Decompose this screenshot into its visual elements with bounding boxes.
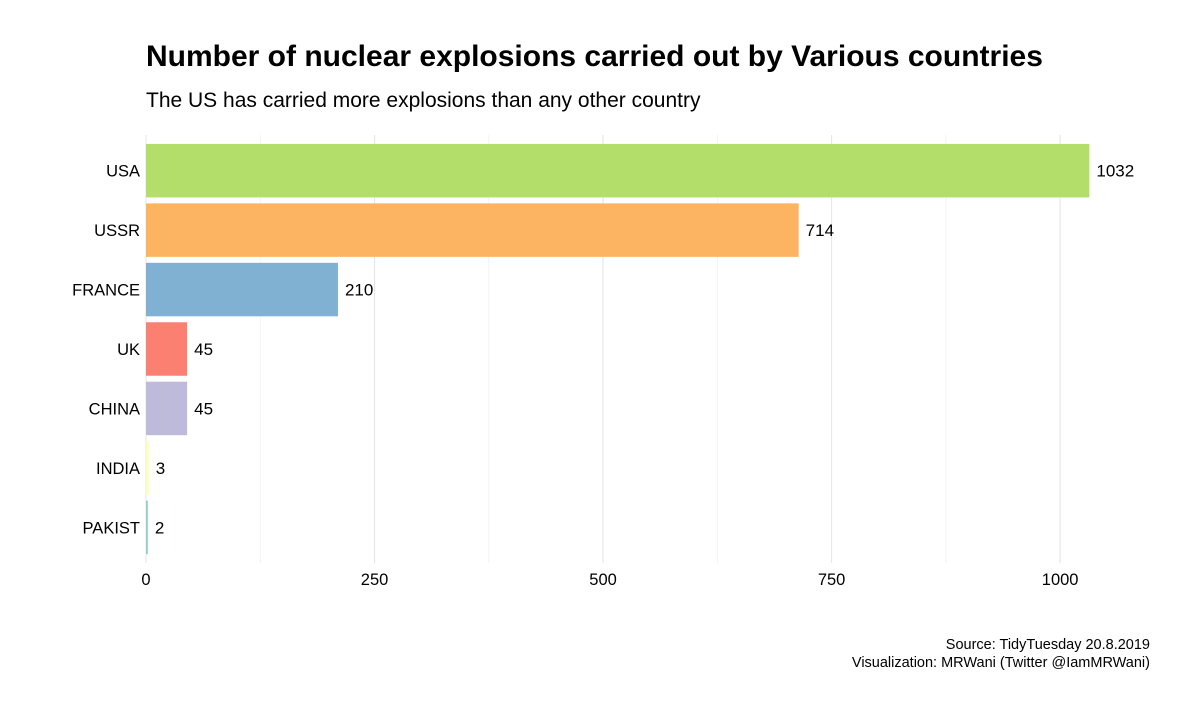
- caption-visualization: Visualization: MRWani (Twitter @IamMRWan…: [851, 655, 1150, 671]
- data-label-ussr: 714: [806, 221, 834, 240]
- data-label-pakist: 2: [155, 518, 164, 537]
- bar-pakist: [146, 500, 148, 555]
- x-tick-label: 0: [141, 571, 150, 589]
- x-tick-label: 1000: [1042, 571, 1079, 589]
- bar-uk: [146, 322, 188, 376]
- data-label-france: 210: [345, 281, 373, 300]
- chart-title: Number of nuclear explosions carried out…: [146, 40, 1043, 73]
- category-label-india: INDIA: [96, 460, 140, 478]
- data-label-india: 3: [156, 459, 165, 478]
- chart-subtitle: The US has carried more explosions than …: [146, 89, 701, 112]
- category-label-china: CHINA: [89, 400, 140, 418]
- category-label-usa: USA: [106, 163, 140, 181]
- x-tick-label: 750: [818, 571, 846, 589]
- caption-source: Source: TidyTuesday 20.8.2019: [945, 637, 1150, 653]
- data-label-china: 45: [194, 399, 213, 418]
- category-label-pakist: PAKIST: [83, 519, 140, 537]
- x-tick-label: 250: [361, 571, 389, 589]
- chart-caption: Source: TidyTuesday 20.8.2019 Visualizat…: [852, 636, 1150, 672]
- data-label-usa: 1032: [1096, 162, 1134, 181]
- bar-france: [146, 262, 338, 317]
- bar-ussr: [146, 203, 799, 257]
- category-label-france: FRANCE: [72, 282, 140, 300]
- category-label-ussr: USSR: [94, 222, 140, 240]
- x-tick-label: 500: [589, 571, 617, 589]
- category-label-uk: UK: [117, 341, 140, 359]
- bar-china: [146, 381, 188, 436]
- data-label-uk: 45: [194, 340, 213, 359]
- bar-india: [146, 441, 149, 495]
- bar-usa: [146, 143, 1090, 198]
